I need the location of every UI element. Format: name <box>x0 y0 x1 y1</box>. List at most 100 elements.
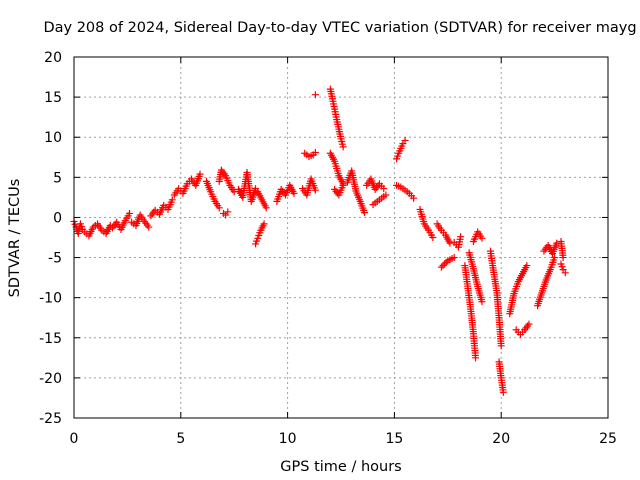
y-tick-label: 10 <box>44 130 62 146</box>
data-point <box>380 185 388 193</box>
series-Tr29 <box>465 249 486 306</box>
series-Tr14 <box>301 148 319 160</box>
series-Tr12 <box>273 181 298 205</box>
data-point <box>339 143 347 151</box>
y-tick-label: -15 <box>39 331 62 347</box>
x-tick-label: 25 <box>599 431 617 447</box>
series-Tr5 <box>170 170 204 199</box>
data-point <box>446 239 454 247</box>
x-tick-label: 15 <box>385 431 403 447</box>
data-point <box>523 262 531 270</box>
data-point <box>410 194 418 202</box>
series-Tr38 <box>557 260 569 277</box>
series-Tr22 <box>393 136 409 163</box>
x-tick-label: 10 <box>279 431 297 447</box>
data-point <box>553 239 561 247</box>
data-point <box>126 209 134 217</box>
data-point <box>472 354 480 362</box>
data-point <box>196 170 204 178</box>
series-Tr24 <box>416 205 437 241</box>
series-Tr36 <box>540 239 561 258</box>
data-point <box>290 189 298 197</box>
series-Tr18 <box>331 181 347 199</box>
plot-frame <box>73 56 609 419</box>
series-Tr23 <box>393 181 418 202</box>
series-Tr13 <box>299 175 319 199</box>
series-Tr17 <box>326 149 347 188</box>
series-Tr28 <box>461 262 480 362</box>
series-Tr21 <box>369 191 390 209</box>
data-point <box>497 342 505 350</box>
data-point <box>561 269 569 277</box>
series-Tr3 <box>128 211 153 231</box>
series-Tr25 <box>433 220 454 247</box>
x-tick-label: 5 <box>176 431 185 447</box>
series-Tr16 <box>326 85 347 151</box>
data-point <box>457 233 465 241</box>
series-Tr31 <box>487 247 505 350</box>
y-tick-label: 5 <box>53 170 62 186</box>
series-Tr34 <box>512 320 533 339</box>
data-point <box>145 223 153 231</box>
series-Tr19 <box>343 167 368 217</box>
series-Tr2 <box>108 209 134 233</box>
data-point <box>360 209 368 217</box>
data-point <box>439 262 447 270</box>
data-point <box>401 136 409 144</box>
series-Tr10 <box>254 188 270 212</box>
data-point <box>559 254 567 262</box>
data-point <box>311 148 319 156</box>
data-point <box>311 91 319 99</box>
series-Tr15 <box>311 91 319 99</box>
series-Tr11 <box>252 220 268 248</box>
data-points <box>70 85 569 396</box>
series-Tr33 <box>506 262 531 318</box>
data-point <box>441 260 449 268</box>
y-tick-label: 15 <box>44 90 62 106</box>
series-Tr32 <box>495 358 507 396</box>
series-Tr37 <box>557 238 567 262</box>
data-point <box>478 298 486 306</box>
series-Tr35 <box>534 254 559 310</box>
series-Tr26 <box>437 254 458 271</box>
data-point <box>478 234 486 242</box>
data-point <box>429 234 437 241</box>
data-point <box>499 388 507 396</box>
data-point <box>262 204 270 212</box>
chart-title: Day 208 of 2024, Sidereal Day-to-day VTE… <box>43 20 636 36</box>
data-point <box>437 263 445 271</box>
data-point <box>525 320 533 328</box>
data-point <box>442 258 450 266</box>
y-tick-label: -5 <box>48 251 62 267</box>
y-tick-label: -20 <box>39 371 62 387</box>
data-point <box>224 208 232 216</box>
data-point <box>339 181 347 189</box>
data-point <box>551 254 559 262</box>
x-axis-label: GPS time / hours <box>280 459 401 475</box>
series-Tr20 <box>363 175 388 193</box>
x-tick-label: 20 <box>492 431 510 447</box>
series-Tr8 <box>220 208 232 219</box>
series-Tr9 <box>234 169 260 205</box>
grid-lines <box>74 57 608 418</box>
y-tick-label: -25 <box>39 411 62 427</box>
series-Tr4 <box>147 196 176 220</box>
data-point <box>215 204 223 212</box>
series-Tr27 <box>450 233 465 251</box>
y-tick-label: 0 <box>53 210 62 226</box>
series-Tr6 <box>202 177 223 212</box>
data-point <box>260 220 268 228</box>
series-Tr1 <box>81 220 114 240</box>
data-point <box>382 191 390 199</box>
data-point <box>311 186 319 194</box>
data-point <box>168 196 176 204</box>
data-point <box>450 254 458 262</box>
series-Tr30 <box>469 228 486 246</box>
y-tick-label: -10 <box>39 291 62 307</box>
x-tick-label: 0 <box>70 431 79 447</box>
axis-ticks: 0 5 10 15 20 25 -25 -20 -15 -10 -5 0 5 10 15 20 <box>39 50 617 447</box>
series-Tr7 <box>215 166 238 196</box>
y-tick-label: 20 <box>44 50 62 66</box>
y-axis-label: SDTVAR / TECUs <box>7 179 23 298</box>
